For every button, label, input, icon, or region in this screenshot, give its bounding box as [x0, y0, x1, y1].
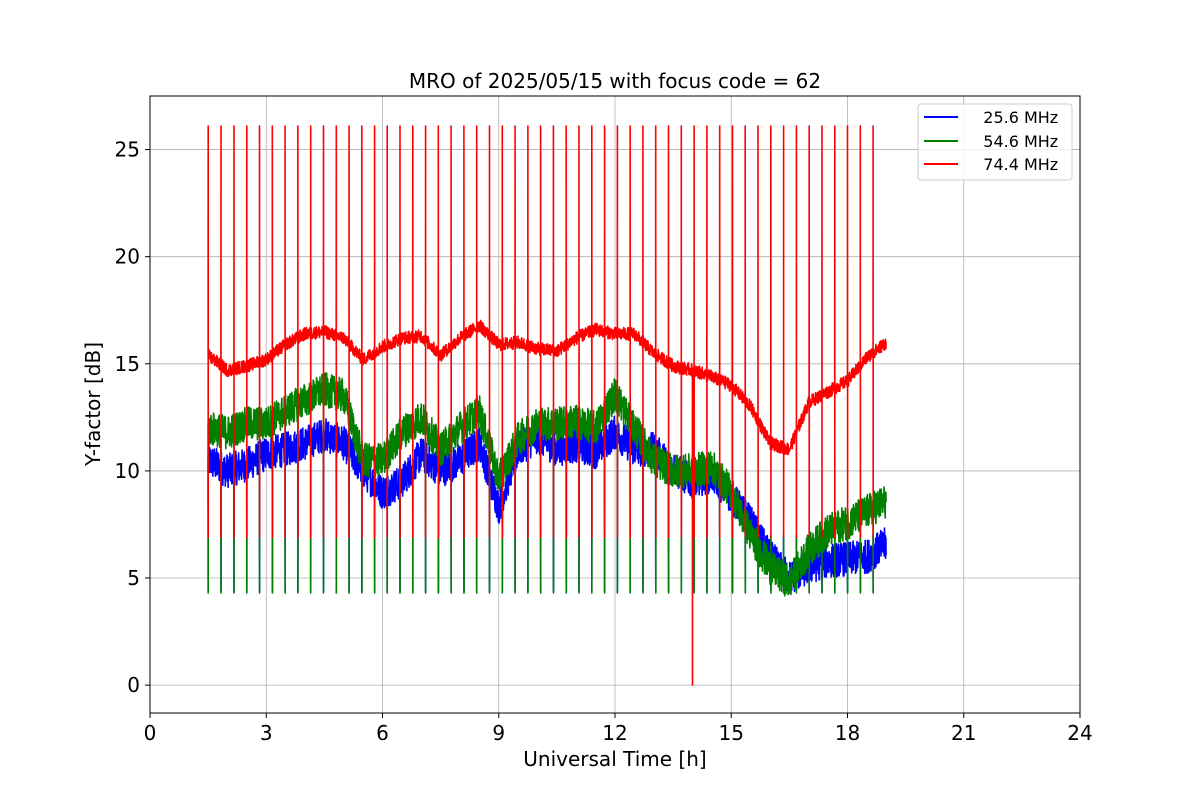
plot-series	[207, 125, 887, 686]
x-tick-label: 15	[719, 721, 744, 745]
y-tick-label: 15	[115, 352, 140, 376]
legend-box	[917, 103, 1073, 181]
x-tick-label: 9	[492, 721, 505, 745]
series-line-2	[207, 372, 887, 597]
legend: 25.6 MHz 54.6 MHz 74.4 MHz	[917, 103, 1073, 181]
legend-label-25-6: 25.6 MHz	[968, 108, 1058, 127]
y-tick-label: 0	[127, 673, 140, 697]
x-axis-label: Universal Time [h]	[523, 747, 706, 771]
x-tick-label: 0	[144, 721, 157, 745]
x-tick-label: 24	[1067, 721, 1092, 745]
y-tick-label: 10	[115, 459, 140, 483]
x-tick-label: 6	[376, 721, 389, 745]
y-tick-label: 5	[127, 566, 140, 590]
x-tick-label: 3	[260, 721, 273, 745]
x-tick-label: 18	[835, 721, 860, 745]
legend-label-54-6: 54.6 MHz	[968, 132, 1058, 151]
chart-title: MRO of 2025/05/15 with focus code = 62	[409, 69, 821, 93]
y-axis-label: Y-factor [dB]	[81, 342, 105, 467]
x-tick-label: 21	[951, 721, 976, 745]
x-tick-label: 12	[602, 721, 627, 745]
y-tick-label: 25	[115, 138, 140, 162]
legend-label-74-4: 74.4 MHz	[968, 155, 1058, 174]
y-tick-label: 20	[115, 245, 140, 269]
axis-ticks: 0 3 6 9 12 15 18 21 24 0 5 10 15 20 25	[115, 138, 1093, 745]
series-line-3	[207, 125, 887, 686]
